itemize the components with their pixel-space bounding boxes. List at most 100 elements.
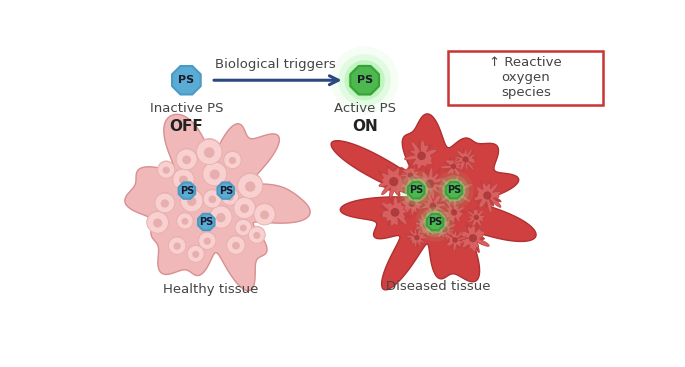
Text: PS: PS (428, 217, 443, 227)
Circle shape (162, 167, 170, 174)
Circle shape (182, 156, 191, 164)
Circle shape (401, 175, 432, 205)
Polygon shape (379, 168, 410, 198)
Circle shape (181, 190, 203, 212)
Circle shape (443, 179, 466, 202)
Circle shape (216, 213, 225, 222)
Polygon shape (458, 224, 489, 252)
Polygon shape (412, 167, 443, 199)
Circle shape (197, 139, 222, 164)
Circle shape (389, 177, 399, 186)
Polygon shape (446, 182, 462, 199)
Polygon shape (456, 222, 485, 253)
Circle shape (223, 150, 241, 168)
Text: PS: PS (409, 185, 423, 195)
Circle shape (397, 171, 436, 210)
Circle shape (235, 219, 251, 236)
Circle shape (254, 204, 275, 225)
Polygon shape (443, 199, 465, 223)
Circle shape (203, 189, 222, 207)
Text: PS: PS (447, 185, 461, 195)
Circle shape (483, 191, 491, 200)
Polygon shape (427, 214, 443, 230)
Polygon shape (379, 194, 412, 226)
Polygon shape (419, 193, 445, 216)
Polygon shape (467, 209, 485, 226)
FancyBboxPatch shape (448, 51, 603, 105)
Circle shape (429, 203, 436, 209)
Circle shape (147, 211, 169, 233)
Circle shape (227, 236, 245, 254)
Circle shape (210, 206, 232, 228)
Circle shape (253, 232, 260, 239)
Polygon shape (377, 164, 410, 197)
Polygon shape (405, 140, 437, 169)
Circle shape (423, 211, 447, 234)
Circle shape (445, 181, 463, 200)
Polygon shape (406, 227, 427, 247)
Circle shape (439, 175, 469, 205)
Circle shape (227, 194, 234, 201)
Polygon shape (474, 183, 501, 213)
Polygon shape (414, 210, 440, 236)
Circle shape (408, 172, 413, 178)
Polygon shape (399, 166, 419, 185)
Circle shape (210, 170, 220, 179)
Circle shape (177, 213, 193, 229)
Circle shape (203, 162, 227, 186)
Circle shape (177, 212, 193, 229)
Circle shape (187, 197, 197, 206)
Circle shape (390, 208, 399, 217)
Polygon shape (435, 218, 454, 239)
Circle shape (169, 236, 186, 254)
Text: PS: PS (178, 75, 195, 85)
Circle shape (253, 203, 275, 224)
Text: ↑ Reactive
oxygen
species: ↑ Reactive oxygen species (490, 57, 562, 99)
Polygon shape (401, 192, 423, 215)
Polygon shape (421, 194, 446, 218)
Polygon shape (179, 182, 195, 199)
Circle shape (208, 196, 216, 203)
Circle shape (407, 181, 425, 200)
Polygon shape (331, 114, 536, 290)
Text: Healthy tissue: Healthy tissue (164, 283, 259, 296)
Polygon shape (198, 214, 214, 230)
Circle shape (221, 188, 238, 205)
Circle shape (203, 237, 211, 245)
Circle shape (182, 218, 188, 225)
Polygon shape (440, 156, 464, 175)
Circle shape (469, 234, 477, 242)
Circle shape (199, 232, 216, 250)
Polygon shape (415, 214, 440, 236)
Circle shape (179, 175, 188, 185)
Circle shape (416, 203, 455, 241)
Text: PS: PS (219, 186, 233, 196)
Circle shape (204, 147, 214, 158)
Circle shape (345, 60, 385, 100)
Circle shape (158, 161, 175, 178)
Circle shape (234, 197, 256, 219)
Circle shape (158, 160, 175, 178)
Circle shape (260, 210, 269, 219)
Circle shape (229, 157, 236, 164)
Circle shape (426, 213, 445, 232)
Polygon shape (433, 221, 456, 240)
Circle shape (197, 138, 222, 164)
Circle shape (187, 246, 204, 262)
Circle shape (153, 218, 162, 228)
Polygon shape (440, 175, 473, 208)
Circle shape (408, 200, 415, 207)
Circle shape (180, 189, 203, 211)
Circle shape (161, 199, 169, 208)
Polygon shape (218, 182, 234, 199)
Polygon shape (445, 156, 464, 175)
Polygon shape (439, 202, 466, 226)
Circle shape (221, 188, 239, 205)
Polygon shape (453, 149, 475, 171)
Circle shape (147, 212, 169, 233)
Circle shape (173, 168, 195, 189)
Text: Active PS: Active PS (334, 102, 396, 115)
Circle shape (338, 54, 391, 106)
Circle shape (224, 152, 241, 169)
FancyArrowPatch shape (214, 76, 338, 85)
